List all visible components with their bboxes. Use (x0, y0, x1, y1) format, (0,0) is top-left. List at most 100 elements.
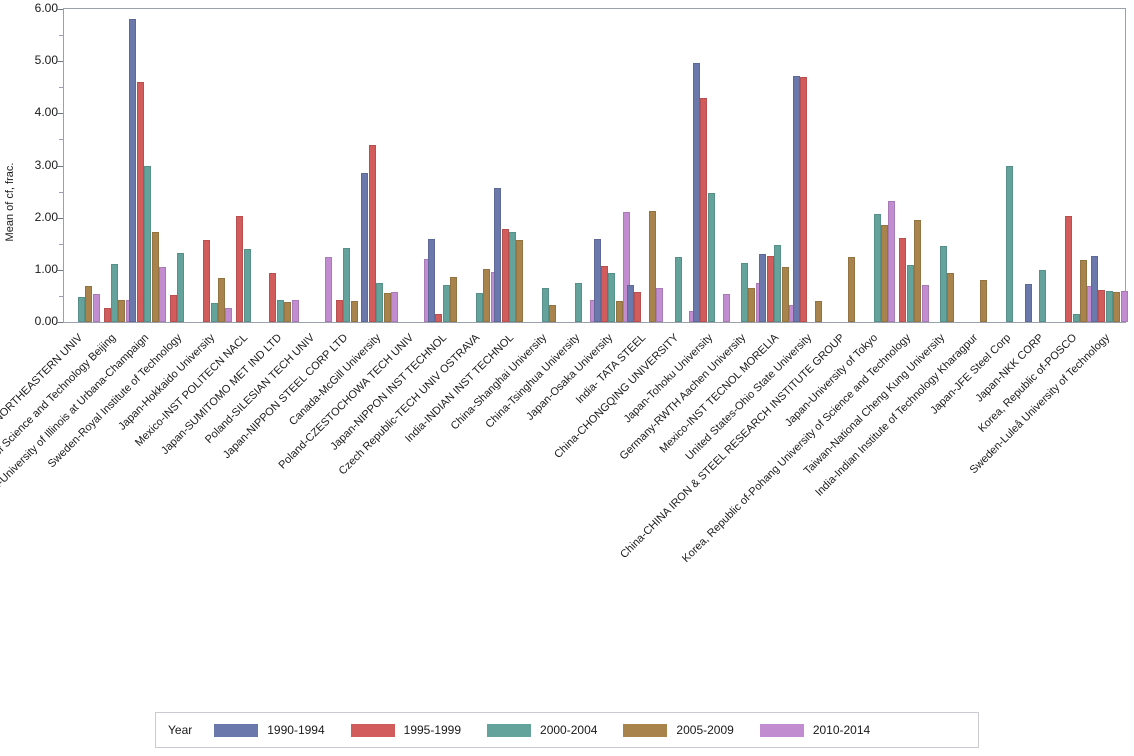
bar (593, 238, 601, 322)
bar (549, 305, 557, 322)
bar (361, 172, 369, 322)
y-minor-tick-mark (59, 295, 63, 297)
bar (158, 266, 166, 322)
bar (623, 211, 631, 322)
y-tick-label: 6.00 (34, 1, 58, 15)
bar (1065, 215, 1073, 322)
bar (136, 81, 144, 322)
legend-entry[interactable]: 1995-1999 (350, 723, 461, 737)
bar (656, 287, 664, 322)
bar (1090, 255, 1098, 322)
legend-color-swatch (487, 723, 532, 737)
bar (243, 249, 251, 322)
bar (741, 263, 748, 322)
bar (449, 277, 457, 322)
bar (1098, 289, 1106, 322)
legend-entry-label: 2005-2009 (676, 723, 734, 737)
bar (722, 294, 730, 322)
bar (693, 63, 701, 322)
bar (542, 287, 550, 322)
y-minor-tick-mark (59, 35, 63, 37)
y-tick-mark (57, 269, 63, 271)
bar (766, 255, 774, 322)
y-tick-mark (57, 322, 63, 323)
bar (707, 192, 715, 322)
legend-color-swatch (759, 723, 804, 737)
bar (1105, 290, 1113, 322)
bar (516, 239, 524, 322)
bar (118, 300, 126, 322)
bar (151, 231, 159, 322)
legend-entry[interactable]: 2005-2009 (623, 723, 734, 737)
bar (343, 248, 351, 322)
bar (781, 266, 789, 322)
bar (291, 299, 299, 322)
bar (269, 273, 277, 322)
bar (1120, 290, 1128, 322)
bar (501, 228, 509, 322)
bar (700, 97, 708, 322)
bar (939, 245, 947, 322)
bar (1072, 314, 1080, 322)
legend-color-swatch (623, 723, 668, 737)
legend-title: Year (168, 723, 193, 737)
legend-entry-label: 1990-1994 (267, 723, 325, 737)
bar (847, 257, 855, 322)
bar (144, 166, 152, 322)
bar (1039, 269, 1047, 322)
legend-entry-label: 2010-2014 (812, 723, 871, 737)
bar (634, 291, 642, 322)
bar (608, 273, 616, 322)
bar (236, 215, 244, 322)
bar (888, 200, 896, 322)
y-minor-tick-mark (59, 87, 63, 89)
y-tick-label: 5.00 (34, 53, 58, 68)
bar (947, 273, 955, 322)
bar (759, 254, 767, 322)
bar (1079, 260, 1087, 322)
bar (177, 252, 185, 322)
legend-entry[interactable]: 1990-1994 (214, 723, 325, 737)
bar (774, 244, 782, 322)
legend-entry[interactable]: 2000-2004 (487, 723, 597, 737)
bar (575, 283, 583, 322)
bar (921, 284, 929, 322)
bar (906, 264, 914, 322)
y-tick-label: 3.00 (34, 157, 58, 172)
bar (225, 307, 233, 322)
y-tick-mark (57, 61, 63, 63)
y-tick-label: 4.00 (34, 105, 58, 120)
legend-color-swatch (350, 723, 395, 737)
bar (210, 303, 218, 322)
chart-legend: Year 1990-1994 1995-1999 2000-2004 2005-200… (155, 712, 979, 748)
bar (483, 269, 491, 322)
y-minor-tick-mark (59, 191, 63, 193)
bar (111, 264, 119, 322)
bar (376, 283, 384, 322)
bar (435, 313, 443, 322)
legend-color-swatch (214, 723, 259, 737)
bar (92, 293, 100, 322)
bar (792, 76, 800, 322)
bar (980, 279, 988, 322)
bar (368, 144, 376, 322)
bar (494, 188, 502, 322)
bar (203, 240, 211, 322)
legend-entries: 1990-1994 1995-1999 2000-2004 2005-2009 2010… (214, 723, 896, 737)
y-tick-mark (57, 113, 63, 115)
bar (648, 211, 656, 322)
y-minor-tick-mark (59, 139, 63, 141)
bar (914, 219, 922, 322)
bar (881, 225, 889, 322)
legend-entry[interactable]: 2010-2014 (759, 723, 871, 737)
bar (1024, 283, 1032, 322)
y-minor-tick-mark (59, 243, 63, 245)
bar (77, 296, 85, 322)
bar (508, 232, 516, 322)
bar (383, 293, 391, 322)
bar (217, 278, 225, 322)
bar (873, 214, 881, 322)
bar (427, 239, 435, 322)
y-tick-mark (57, 217, 63, 219)
